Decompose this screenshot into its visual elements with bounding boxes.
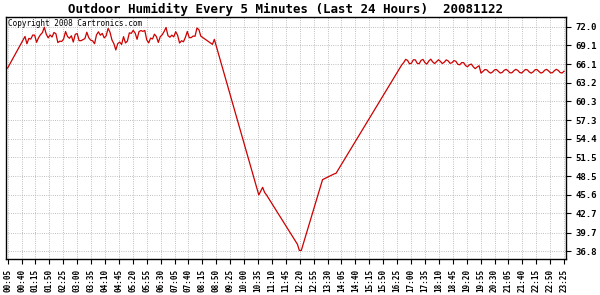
Text: Copyright 2008 Cartronics.com: Copyright 2008 Cartronics.com bbox=[8, 19, 143, 28]
Title: Outdoor Humidity Every 5 Minutes (Last 24 Hours)  20081122: Outdoor Humidity Every 5 Minutes (Last 2… bbox=[68, 3, 503, 16]
